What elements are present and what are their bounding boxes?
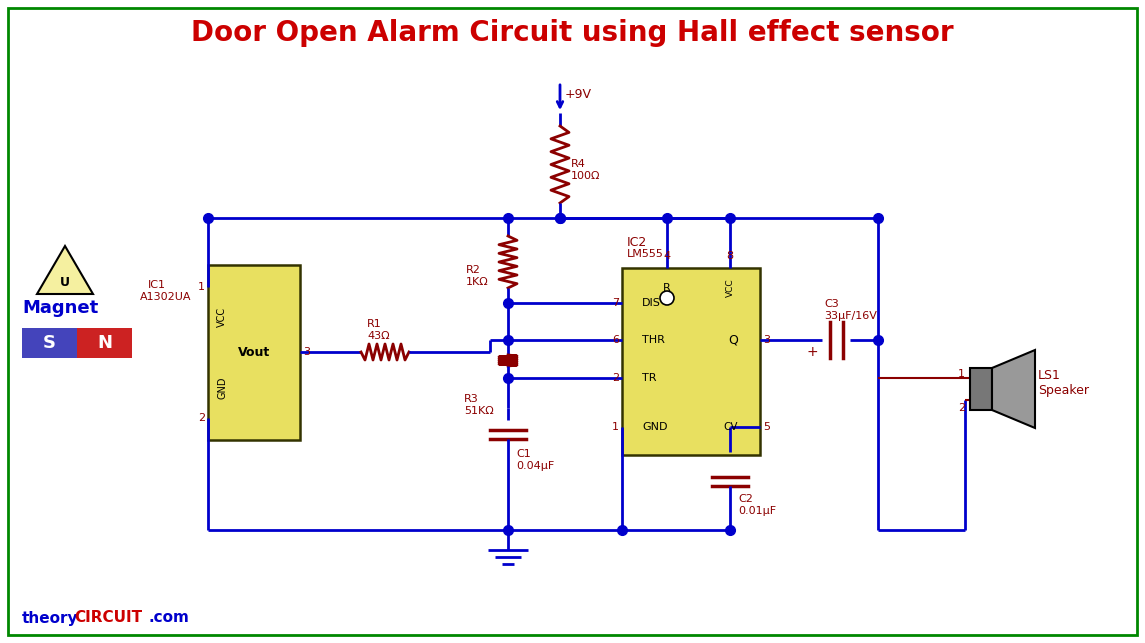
Text: VCC: VCC bbox=[218, 307, 227, 327]
Text: .com: .com bbox=[148, 610, 189, 626]
Text: 3: 3 bbox=[763, 335, 769, 345]
Text: R3
51KΩ: R3 51KΩ bbox=[464, 394, 493, 416]
Circle shape bbox=[660, 291, 674, 305]
Text: R1
43Ω: R1 43Ω bbox=[368, 319, 389, 341]
Text: A1302UA: A1302UA bbox=[140, 292, 191, 302]
Text: R: R bbox=[663, 283, 671, 293]
FancyBboxPatch shape bbox=[22, 328, 77, 358]
Text: GND: GND bbox=[642, 422, 668, 432]
Text: 2: 2 bbox=[958, 403, 965, 413]
Polygon shape bbox=[992, 350, 1035, 428]
Text: LS1
Speaker: LS1 Speaker bbox=[1039, 369, 1089, 397]
FancyBboxPatch shape bbox=[970, 368, 992, 410]
Polygon shape bbox=[37, 246, 93, 294]
Text: theory: theory bbox=[22, 610, 79, 626]
Text: 1: 1 bbox=[611, 422, 619, 432]
Text: 5: 5 bbox=[763, 422, 769, 432]
Text: GND: GND bbox=[218, 377, 227, 399]
Text: N: N bbox=[97, 334, 112, 352]
Text: 4: 4 bbox=[663, 251, 671, 261]
Text: R4
100Ω: R4 100Ω bbox=[571, 159, 600, 181]
Text: C1
0.04μF: C1 0.04μF bbox=[516, 449, 554, 471]
Text: Door Open Alarm Circuit using Hall effect sensor: Door Open Alarm Circuit using Hall effec… bbox=[191, 19, 954, 47]
Text: C3
33μF/16V: C3 33μF/16V bbox=[824, 299, 877, 321]
Text: 1: 1 bbox=[198, 282, 205, 292]
Text: THR: THR bbox=[642, 335, 665, 345]
Text: IC1: IC1 bbox=[148, 280, 166, 290]
Text: Q: Q bbox=[728, 334, 739, 347]
Text: 6: 6 bbox=[611, 335, 619, 345]
FancyBboxPatch shape bbox=[77, 328, 132, 358]
FancyBboxPatch shape bbox=[622, 268, 760, 455]
Text: 1: 1 bbox=[958, 369, 965, 379]
FancyBboxPatch shape bbox=[208, 265, 300, 440]
Text: Magnet: Magnet bbox=[22, 299, 98, 317]
Text: DIS: DIS bbox=[642, 298, 661, 308]
Text: 7: 7 bbox=[611, 298, 619, 308]
Text: CIRCUIT: CIRCUIT bbox=[74, 610, 142, 626]
Text: +9V: +9V bbox=[564, 89, 592, 102]
Text: TR: TR bbox=[642, 373, 656, 383]
Text: IC2: IC2 bbox=[627, 235, 647, 248]
Text: U: U bbox=[60, 275, 70, 289]
Text: 8: 8 bbox=[726, 251, 734, 261]
Text: 2: 2 bbox=[611, 373, 619, 383]
Text: 2: 2 bbox=[198, 413, 205, 423]
Text: 3: 3 bbox=[303, 347, 310, 357]
Text: CV: CV bbox=[724, 422, 739, 432]
Text: +: + bbox=[806, 345, 818, 359]
Text: S: S bbox=[42, 334, 55, 352]
Text: LM555: LM555 bbox=[627, 249, 664, 259]
Text: VCC: VCC bbox=[726, 278, 734, 297]
Text: C2
0.01μF: C2 0.01μF bbox=[739, 494, 776, 516]
Text: R2
1KΩ: R2 1KΩ bbox=[466, 265, 489, 287]
Text: Vout: Vout bbox=[238, 346, 270, 359]
